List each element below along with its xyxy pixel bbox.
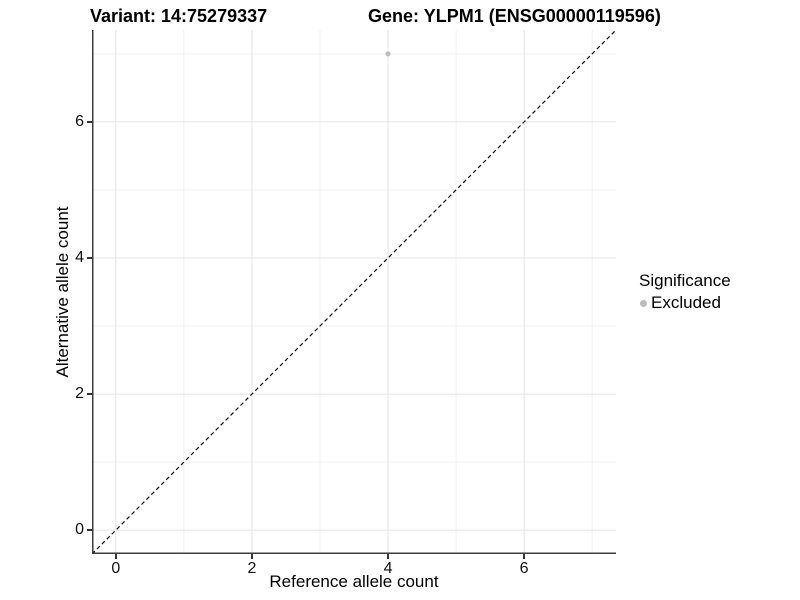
legend: Significance Excluded [637,271,731,313]
x-axis-label: Reference allele count [269,572,439,591]
y-tick-mark [87,529,92,531]
x-tick-mark [251,554,253,559]
plot-canvas [91,29,617,555]
x-tick-mark [387,554,389,559]
y-tick-label: 0 [75,521,84,539]
x-tick-label: 4 [383,560,393,577]
legend-items: Excluded [637,293,731,313]
y-tick-label: 4 [75,248,84,266]
x-tick-mark [523,554,525,559]
identity-dashed-line [91,29,617,555]
data-point [385,51,391,57]
x-tick-label: 6 [519,560,529,577]
legend-title: Significance [639,271,731,290]
legend-item-label: Excluded [651,293,721,312]
y-axis-label: Alternative allele count [53,206,72,378]
y-tick-label: 6 [75,112,84,130]
y-tick-mark [87,393,92,395]
x-tick-label: 0 [111,560,121,577]
variant-title: Variant: 14:75279337 [90,6,268,26]
legend-key-dot-icon [640,299,647,307]
x-tick-mark [115,554,117,559]
legend-item: Excluded [637,293,731,313]
y-tick-mark [87,257,92,259]
x-tick-label: 2 [247,560,257,577]
y-tick-mark [87,121,92,123]
gene-title: Gene: YLPM1 (ENSG00000119596) [368,6,661,26]
plot-panel [91,29,617,555]
y-tick-label: 2 [75,385,84,403]
